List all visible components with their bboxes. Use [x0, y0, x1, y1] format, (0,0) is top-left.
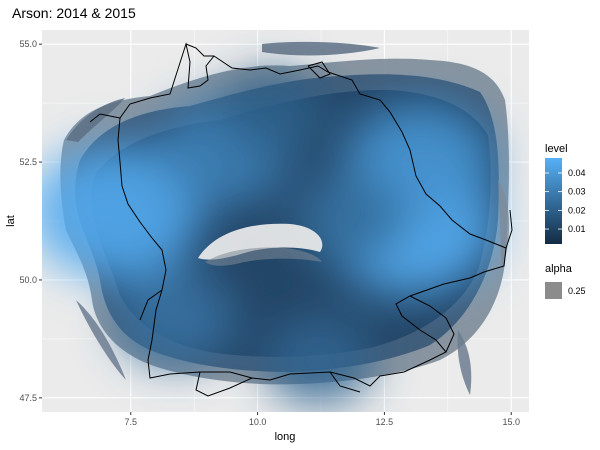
hotspot-southwest — [116, 269, 237, 366]
legend-colorbar — [545, 158, 562, 244]
density-fragment-southeast — [457, 330, 472, 395]
germany-border — [117, 42, 507, 387]
density-hotspots — [42, 72, 497, 405]
y-tick-label-2: 52.5 — [19, 157, 37, 167]
neighbor-border-east — [409, 209, 513, 353]
chart-title: Arson: 2014 & 2015 — [12, 5, 136, 21]
y-axis: 47.5 50.0 52.5 55.0 — [19, 39, 42, 403]
legend: level 0.01 0.02 0.03 0.04 alpha 0.25 — [545, 143, 586, 299]
hotspot-south — [263, 316, 374, 405]
x-tick-label-3: 15.0 — [502, 417, 520, 427]
neighbor-border-north — [185, 43, 331, 79]
x-axis: 7.5 10.0 12.5 15.0 — [125, 412, 520, 427]
density-layer — [42, 41, 510, 405]
legend-alpha-swatch — [545, 282, 562, 299]
legend-level-label-2: 0.03 — [568, 187, 586, 197]
legend-level-title: level — [545, 143, 568, 155]
legend-alpha-label: 0.25 — [568, 286, 586, 296]
legend-alpha-title: alpha — [545, 263, 573, 275]
y-tick-label-1: 50.0 — [19, 275, 37, 285]
hotspot-center — [291, 172, 407, 265]
x-tick-label-1: 10.0 — [249, 417, 267, 427]
y-tick-label-3: 55.0 — [19, 39, 37, 49]
neighbor-border-south — [195, 371, 361, 397]
border-layer — [89, 42, 513, 397]
y-axis-title: lat — [5, 215, 17, 227]
hotspot-west — [42, 143, 202, 280]
density-central-gap-shade — [205, 247, 322, 266]
x-tick-label-2: 12.5 — [376, 417, 394, 427]
x-tick-label-0: 7.5 — [125, 417, 138, 427]
legend-level-ticks: 0.01 0.02 0.03 0.04 — [545, 168, 586, 234]
density-central-gap — [198, 223, 323, 260]
legend-level-label-0: 0.01 — [568, 224, 586, 234]
y-tick-label-0: 47.5 — [19, 393, 37, 403]
neighbor-border-west — [89, 113, 163, 321]
density-fragment-southwest — [76, 300, 126, 380]
legend-level-label-1: 0.02 — [568, 205, 586, 215]
x-axis-title: long — [275, 431, 296, 443]
legend-level-label-3: 0.04 — [568, 168, 586, 178]
density-fragment-north — [262, 41, 380, 56]
density-fragment-northwest — [66, 98, 125, 142]
hotspot-hamburg — [220, 72, 325, 157]
